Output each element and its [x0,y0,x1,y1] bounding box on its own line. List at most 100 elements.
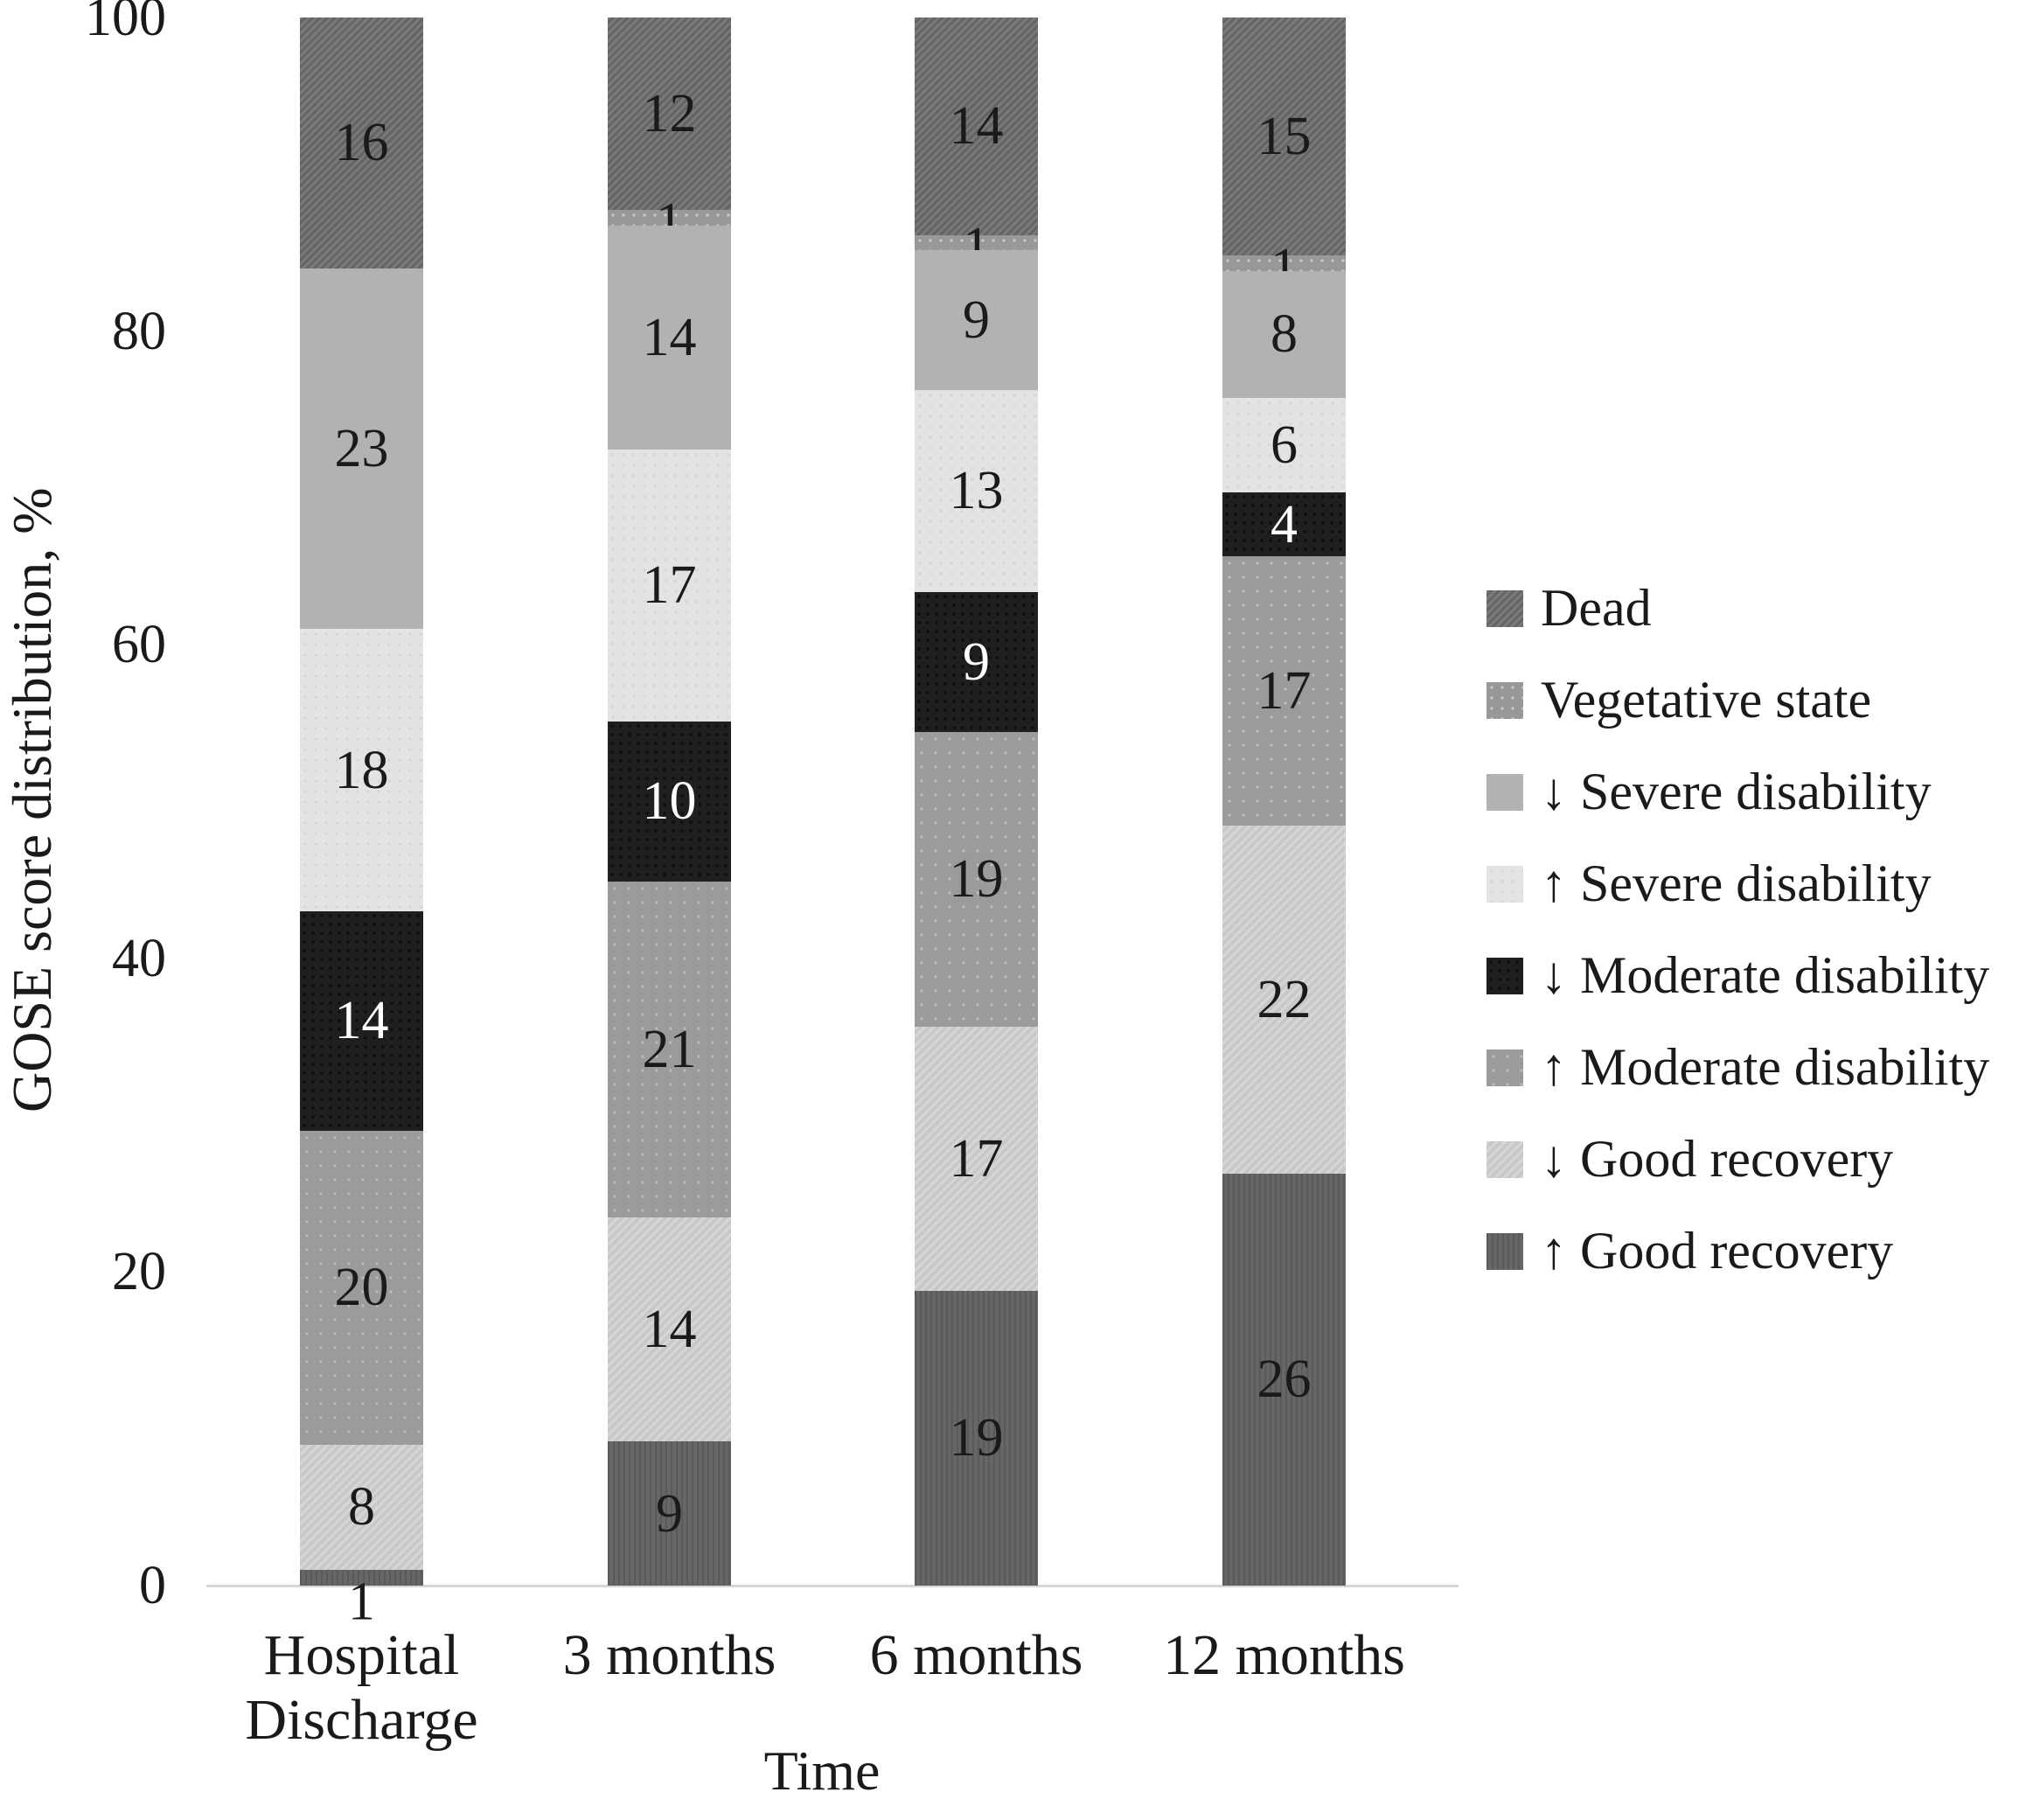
segment-moddown-1: 14 [300,910,423,1131]
legend-swatch-moddown [1486,957,1523,994]
legend-swatch-sevdown [1486,773,1523,811]
bar-hospital-discharge: 16 23 18 14 20 8 1 [300,17,423,1628]
segment-veg-4: 1 [1222,241,1346,295]
value-label: 9 [656,1483,683,1544]
legend-label-goodup: ↑ Good recovery [1541,1222,1894,1280]
value-label: 14 [949,96,1004,157]
legend-label-sevdown: ↓ Severe disability [1541,763,1932,820]
segment-goodup-1: 1 [300,1570,423,1628]
x-label-6-months: 6 months [869,1623,1083,1687]
value-label: 13 [949,461,1004,521]
legend-swatch-goodup [1486,1232,1523,1270]
segment-dead-2: 12 [608,17,731,210]
x-label-3-months: 3 months [562,1623,776,1687]
segment-moddown-2: 10 [608,721,731,882]
segment-goodup-2: 9 [608,1441,731,1586]
legend-label-veg: Vegetative state [1541,671,1872,729]
value-label: 17 [642,555,697,616]
value-label: 17 [1257,660,1312,721]
legend-swatch-sevup [1486,865,1523,903]
segment-sevup-1: 18 [300,629,423,911]
value-label: 10 [642,771,697,832]
legend-label-gooddown: ↓ Good recovery [1541,1130,1894,1188]
segment-veg-3: 1 [915,220,1038,274]
value-label: 20 [334,1258,389,1318]
value-label: 1 [348,1572,375,1632]
value-label: 17 [949,1128,1004,1189]
segment-dead-1: 16 [300,17,423,268]
legend-item-gooddown: ↓ Good recovery [1486,1113,1989,1205]
y-tick-label-80: 80 [112,301,166,361]
x-label-12-months: 12 months [1163,1623,1405,1687]
value-label: 9 [963,631,990,692]
value-label: 9 [963,290,990,351]
x-axis-line [206,1585,1459,1587]
value-label: 15 [1257,106,1312,166]
y-axis-title: GOSE score distribution, % [1,487,63,1113]
legend-swatch-dead [1486,589,1523,627]
legend-label-moddown: ↓ Moderate disability [1541,946,1990,1004]
value-label: 18 [334,740,389,800]
segment-modup-3: 19 [915,731,1038,1027]
legend-item-sevdown: ↓ Severe disability [1486,746,1989,838]
legend-label-dead: Dead [1541,579,1652,637]
value-label: 16 [334,113,389,173]
segment-modup-1: 20 [300,1131,423,1445]
value-label: 12 [642,83,697,143]
bar-3-months: 12 1 14 17 10 21 14 9 [608,17,731,1586]
segment-gooddown-1: 8 [300,1444,423,1571]
y-tick-label-20: 20 [112,1242,166,1302]
x-label-hospital-discharge: Hospital Discharge [245,1623,478,1752]
segment-sevdown-4: 8 [1222,270,1346,398]
legend-label-sevup: ↑ Severe disability [1541,854,1932,912]
legend-item-moddown: ↓ Moderate disability [1486,930,1989,1022]
y-tick-label-0: 0 [139,1556,166,1615]
value-label: 8 [1271,304,1298,365]
segment-gooddown-4: 22 [1222,825,1346,1175]
segment-gooddown-3: 17 [915,1026,1038,1291]
segment-sevdown-1: 23 [300,268,423,630]
value-label: 14 [642,307,697,367]
value-label: 22 [1257,969,1312,1029]
legend-swatch-gooddown [1486,1140,1523,1178]
legend-item-modup: ↑ Moderate disability [1486,1022,1989,1113]
legend-item-dead: Dead [1486,562,1989,654]
legend-swatch-modup [1486,1049,1523,1086]
segment-dead-4: 15 [1222,17,1346,255]
value-label: 23 [334,419,389,479]
legend-label-modup: ↑ Moderate disability [1541,1038,1990,1096]
segment-modup-2: 21 [608,881,731,1218]
segment-veg-2: 1 [608,195,731,249]
segment-moddown-4: 4 [1222,492,1346,556]
segment-modup-4: 17 [1222,555,1346,826]
legend: Dead Vegetative state ↓ Severe disability ↑… [1486,562,1989,1297]
legend-item-sevup: ↑ Severe disability [1486,838,1989,930]
segment-sevdown-3: 9 [915,250,1038,391]
segment-gooddown-2: 14 [608,1217,731,1442]
value-label: 21 [642,1020,697,1080]
y-tick-label-100: 100 [85,0,166,47]
value-label: 26 [1257,1349,1312,1410]
segment-goodup-3: 19 [915,1290,1038,1586]
segment-sevup-3: 13 [915,390,1038,592]
segment-sevup-2: 17 [608,449,731,722]
segment-goodup-4: 26 [1222,1174,1346,1586]
legend-item-goodup: ↑ Good recovery [1486,1205,1989,1297]
y-tick-label-40: 40 [112,928,166,988]
bar-12-months: 15 1 8 6 4 17 22 26 [1222,17,1346,1586]
y-tick-label-60: 60 [112,615,166,675]
segment-moddown-3: 9 [915,591,1038,732]
value-label: 19 [949,1408,1004,1468]
segment-sevdown-2: 14 [608,225,731,450]
value-label: 14 [334,991,389,1051]
value-label: 6 [1271,415,1298,475]
value-label: 19 [949,849,1004,910]
segment-dead-3: 14 [915,17,1038,235]
segment-sevup-4: 6 [1222,397,1346,493]
value-label: 8 [348,1477,375,1538]
x-axis-title: Time [763,1740,881,1802]
value-label: 14 [642,1300,697,1360]
bar-6-months: 14 1 9 13 9 19 17 19 [915,17,1038,1586]
legend-item-veg: Vegetative state [1486,654,1989,746]
